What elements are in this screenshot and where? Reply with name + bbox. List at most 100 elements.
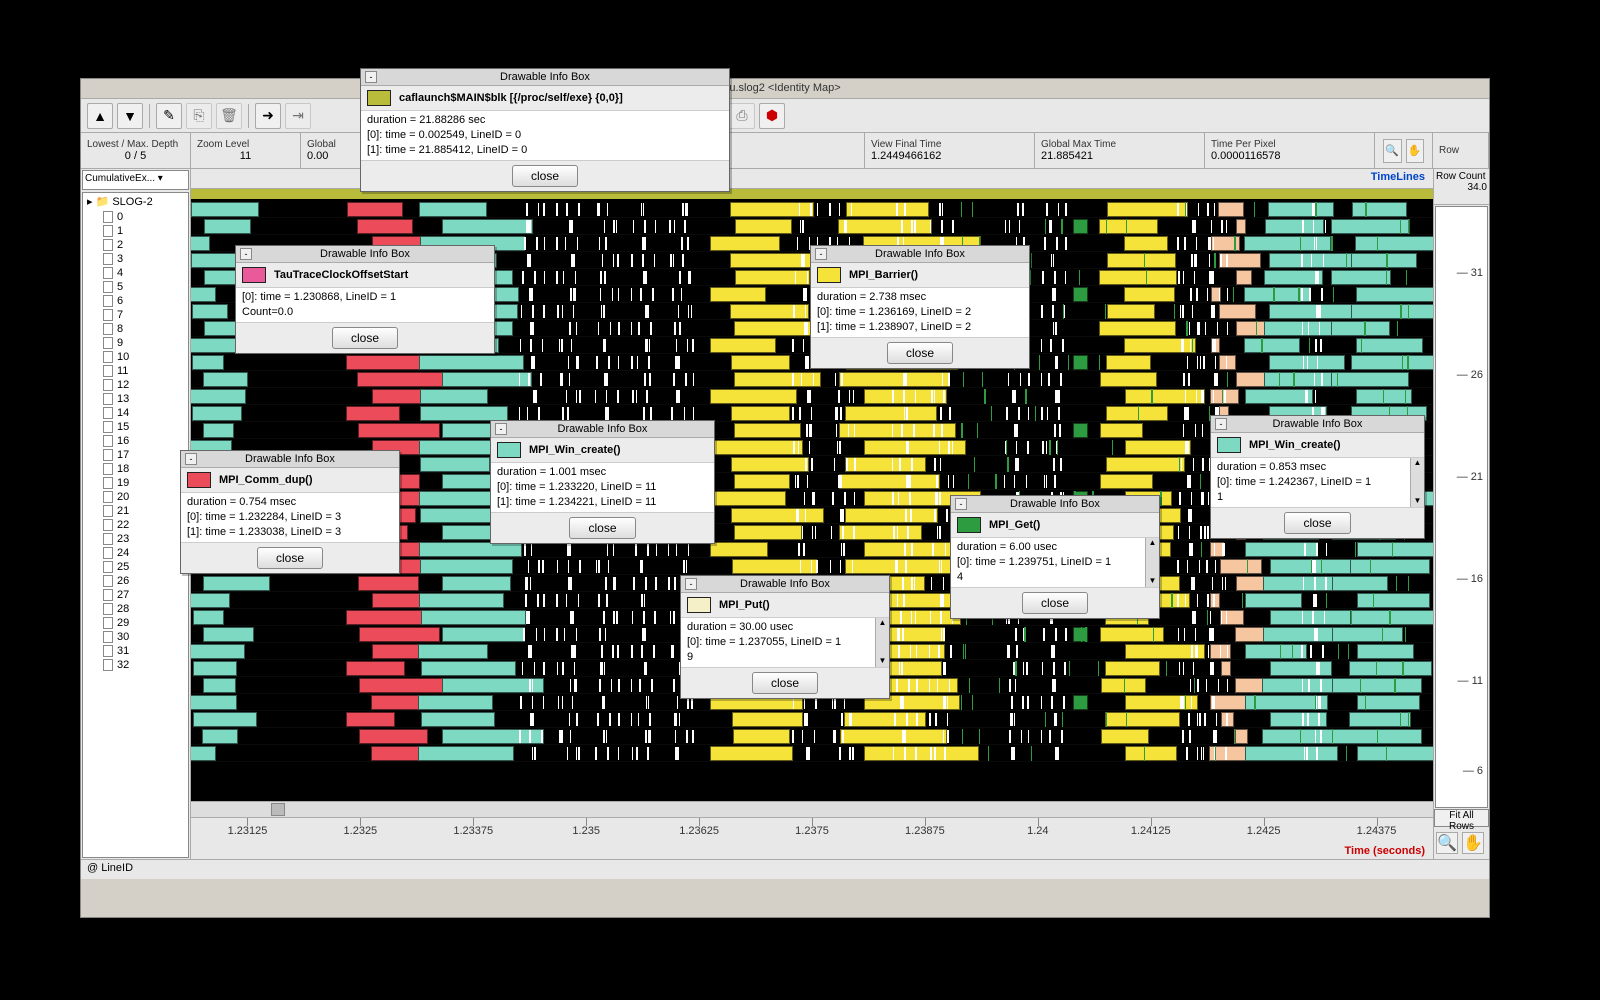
trace-segment[interactable]: [357, 219, 413, 234]
trace-segment[interactable]: [1218, 202, 1243, 217]
close-button[interactable]: close: [332, 327, 398, 349]
tree-item[interactable]: 31: [83, 644, 188, 658]
trace-segment[interactable]: [731, 508, 824, 523]
trace-segment[interactable]: [1357, 746, 1433, 761]
tree-item[interactable]: 15: [83, 420, 188, 434]
trace-segment[interactable]: [1350, 559, 1430, 574]
trace-segment[interactable]: [1331, 321, 1390, 336]
trace-segment[interactable]: [864, 746, 979, 761]
trace-segment[interactable]: [710, 389, 796, 404]
trace-segment[interactable]: [839, 525, 922, 540]
tree-item[interactable]: 12: [83, 378, 188, 392]
trace-segment[interactable]: [839, 372, 950, 387]
trace-segment[interactable]: [710, 746, 793, 761]
trace-segment[interactable]: [839, 423, 956, 438]
trace-segment[interactable]: [846, 202, 928, 217]
tree-item[interactable]: 21: [83, 504, 188, 518]
trace-segment[interactable]: [359, 627, 440, 642]
trace-segment[interactable]: [1099, 270, 1177, 285]
down-icon[interactable]: ▼: [117, 103, 143, 129]
trace-segment[interactable]: [204, 219, 251, 234]
trace-segment[interactable]: [1264, 270, 1323, 285]
tree-item[interactable]: 19: [83, 476, 188, 490]
tree-root[interactable]: ▸ 📁 SLOG-2: [83, 193, 188, 210]
trace-segment[interactable]: [418, 644, 487, 659]
tree-item[interactable]: 17: [83, 448, 188, 462]
trace-segment[interactable]: [420, 457, 490, 472]
tree-item[interactable]: 20: [83, 490, 188, 504]
trace-segment[interactable]: [710, 440, 802, 455]
close-button[interactable]: close: [569, 517, 635, 539]
trace-segment[interactable]: [1219, 304, 1257, 319]
close-icon[interactable]: -: [365, 71, 377, 83]
close-icon[interactable]: -: [1215, 418, 1227, 430]
trace-segment[interactable]: [191, 746, 216, 761]
tree-item[interactable]: 10: [83, 350, 188, 364]
trace-segment[interactable]: [1073, 423, 1088, 438]
trace-segment[interactable]: [838, 219, 932, 234]
trace-segment[interactable]: [1357, 644, 1414, 659]
trace-segment[interactable]: [710, 236, 779, 251]
trace-segment[interactable]: [1331, 270, 1390, 285]
search-icon[interactable]: 🔍: [1383, 139, 1402, 163]
trace-segment[interactable]: [845, 508, 938, 523]
trace-segment[interactable]: [733, 729, 790, 744]
trace-segment[interactable]: [1245, 593, 1302, 608]
tree-item[interactable]: 4: [83, 266, 188, 280]
trace-segment[interactable]: [1349, 661, 1432, 676]
trace-segment[interactable]: [1219, 253, 1261, 268]
close-button[interactable]: close: [257, 547, 323, 569]
trace-segment[interactable]: [730, 202, 814, 217]
trace-segment[interactable]: [1124, 338, 1195, 353]
trace-segment[interactable]: [731, 355, 790, 370]
export-icon[interactable]: ➜: [255, 103, 281, 129]
trace-segment[interactable]: [346, 406, 400, 421]
trace-segment[interactable]: [419, 542, 523, 557]
info-box[interactable]: -Drawable Info BoxMPI_Put()duration = 30…: [680, 575, 890, 699]
trace-segment[interactable]: [735, 270, 810, 285]
step-icon[interactable]: ⇥: [285, 103, 311, 129]
trace-segment[interactable]: [710, 491, 786, 506]
trace-segment[interactable]: [202, 729, 238, 744]
trace-segment[interactable]: [1106, 355, 1151, 370]
trace-segment[interactable]: [203, 678, 236, 693]
tree-item[interactable]: 9: [83, 336, 188, 350]
trace-segment[interactable]: [1125, 644, 1205, 659]
trace-segment[interactable]: [1356, 287, 1433, 302]
trash-icon[interactable]: 🗑: [216, 103, 242, 129]
tree-item[interactable]: 25: [83, 560, 188, 574]
info-scroll[interactable]: [1145, 538, 1159, 587]
trace-segment[interactable]: [735, 219, 792, 234]
trace-segment[interactable]: [839, 474, 940, 489]
fit-all-button[interactable]: Fit All Rows: [1434, 809, 1489, 827]
trace-segment[interactable]: [346, 355, 420, 370]
trace-segment[interactable]: [419, 355, 524, 370]
tree-item[interactable]: 14: [83, 406, 188, 420]
trace-segment[interactable]: [1265, 219, 1324, 234]
trace-segment[interactable]: [203, 627, 254, 642]
trace-segment[interactable]: [191, 202, 259, 217]
trace-segment[interactable]: [845, 406, 937, 421]
close-button[interactable]: close: [512, 165, 578, 187]
trace-segment[interactable]: [203, 372, 248, 387]
trace-segment[interactable]: [1268, 202, 1334, 217]
trace-segment[interactable]: [192, 406, 242, 421]
trace-segment[interactable]: [420, 508, 493, 523]
trace-segment[interactable]: [1351, 304, 1433, 319]
tree-item[interactable]: 8: [83, 322, 188, 336]
trace-segment[interactable]: [1106, 406, 1168, 421]
trace-segment[interactable]: [420, 559, 513, 574]
h-scrollbar[interactable]: [191, 801, 1433, 817]
tree[interactable]: ▸ 📁 SLOG-2 01234567891011121314151617181…: [82, 192, 189, 858]
info-box[interactable]: -Drawable Info BoxMPI_Barrier()duration …: [810, 245, 1030, 369]
tree-item[interactable]: 11: [83, 364, 188, 378]
trace-segment[interactable]: [193, 661, 236, 676]
info-box[interactable]: -Drawable Info Boxcaflaunch$MAIN$blk [{/…: [360, 68, 730, 192]
close-icon[interactable]: -: [495, 423, 507, 435]
trace-segment[interactable]: [1270, 559, 1363, 574]
trace-segment[interactable]: [1099, 219, 1158, 234]
tree-item[interactable]: 22: [83, 518, 188, 532]
trace-segment[interactable]: [1106, 457, 1185, 472]
trace-segment[interactable]: [734, 474, 790, 489]
trace-segment[interactable]: [1125, 389, 1206, 404]
